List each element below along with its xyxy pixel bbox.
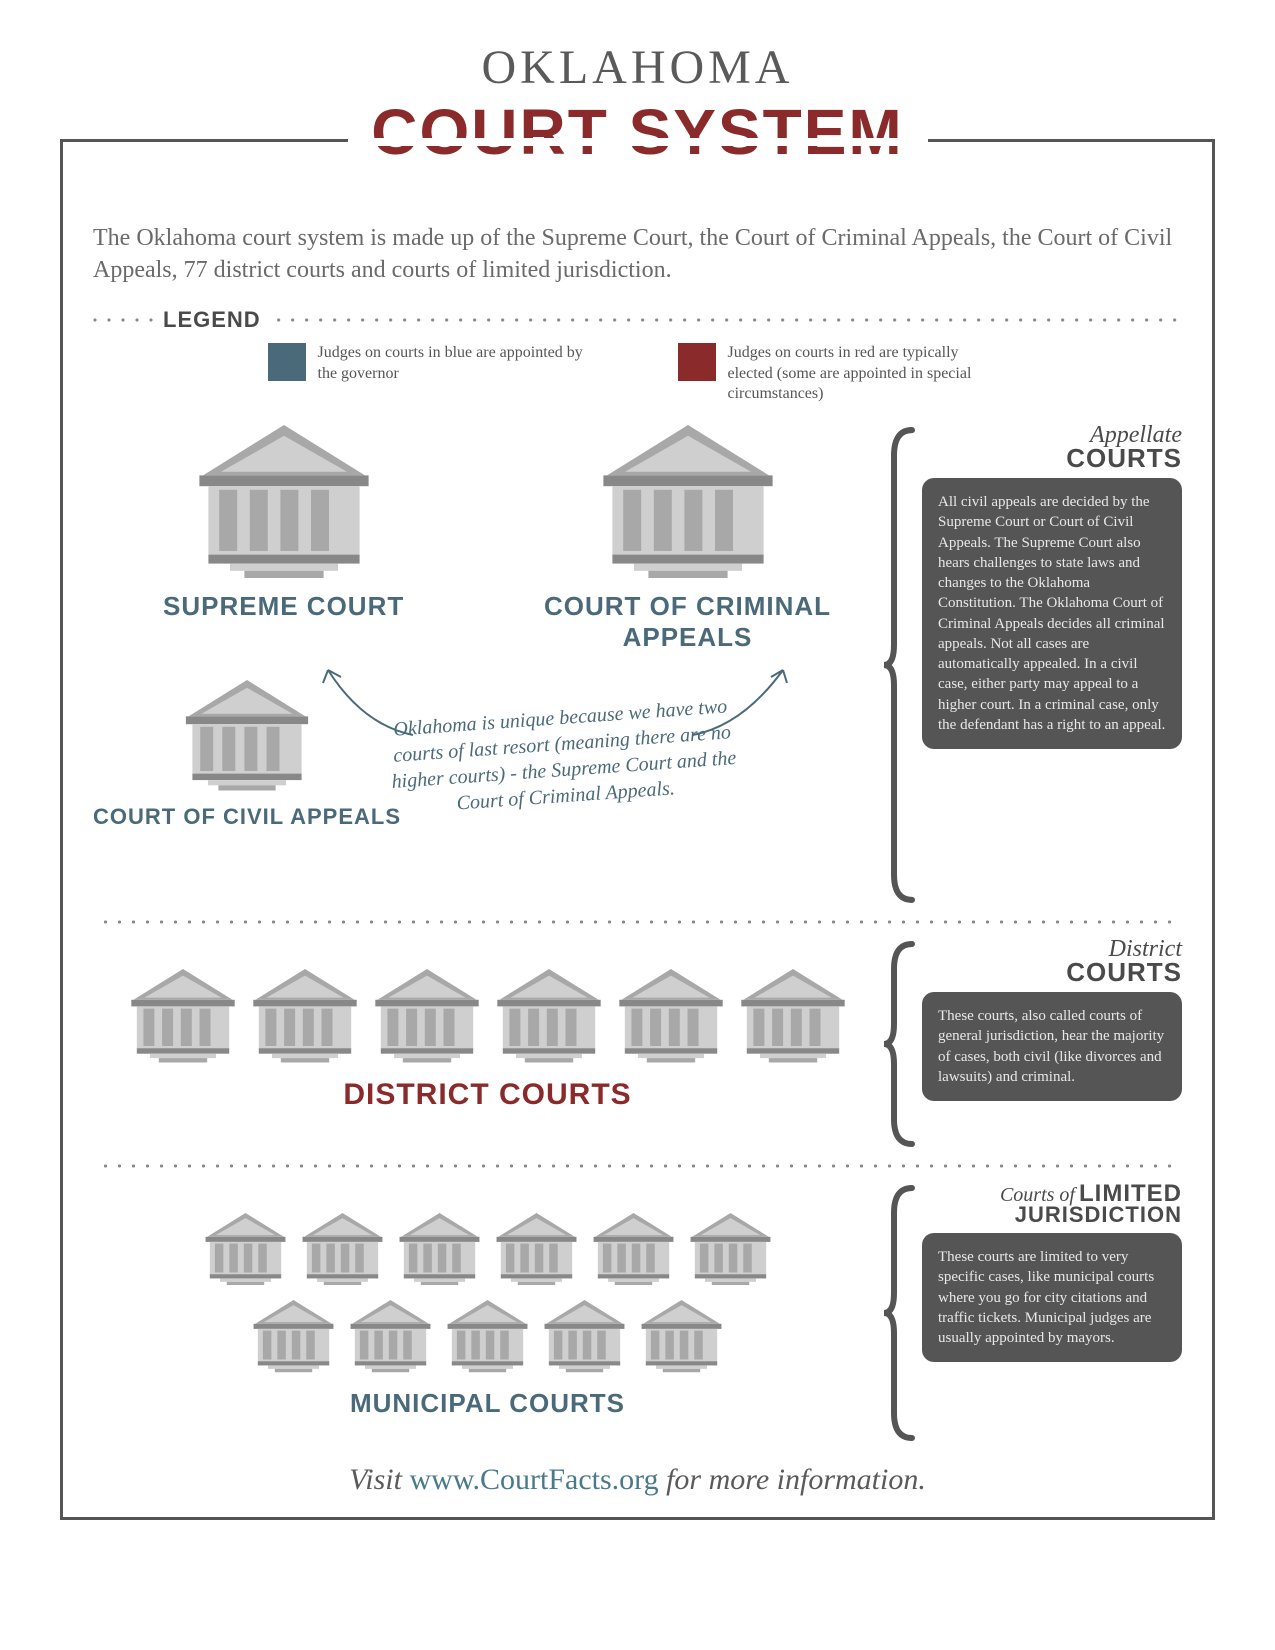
courthouse-icon [182, 680, 312, 791]
courthouse-icon [251, 1300, 336, 1372]
courthouse-icon [494, 1213, 579, 1285]
courthouse-icon [616, 969, 726, 1063]
courthouse-icon [445, 1300, 530, 1372]
courthouse-icon [688, 1213, 773, 1285]
title-line1: OKLAHOMA [60, 40, 1215, 95]
district-info-body: These courts, also called courts of gene… [922, 992, 1182, 1101]
municipal-label: MUNICIPAL COURTS [93, 1388, 882, 1419]
courthouse-icon [494, 969, 604, 1063]
legend-text: Judges on courts in red are typically el… [728, 343, 1008, 405]
civil-appeals-label: COURT OF CIVIL APPEALS [93, 804, 401, 830]
legend-item: Judges on courts in blue are appointed b… [268, 343, 598, 405]
divider [93, 920, 1182, 924]
divider [93, 1164, 1182, 1168]
civil-appeals: COURT OF CIVIL APPEALS [93, 680, 401, 830]
criminal-appeals: COURT OF CRIMINAL APPEALS [493, 425, 882, 653]
courthouse-icon [598, 425, 778, 578]
district-label: DISTRICT COURTS [93, 1078, 882, 1112]
legend-header: LEGEND [93, 307, 1182, 333]
footer-url: www.CourtFacts.org [409, 1463, 658, 1496]
main-frame: The Oklahoma court system is made up of … [60, 139, 1215, 1520]
courthouse-icon [639, 1300, 724, 1372]
limited-info-body: These courts are limited to very specifi… [922, 1233, 1182, 1362]
municipal-section: MUNICIPAL COURTS Courts of LIMITED JURIS… [93, 1183, 1182, 1443]
courthouse-icon [738, 969, 848, 1063]
supreme-court-label: SUPREME COURT [163, 591, 404, 622]
appellate-section: SUPREME COURT COURT OF CRIMINAL APPEALS [93, 425, 1182, 905]
brace-icon [882, 425, 922, 905]
brace-icon [882, 939, 922, 1149]
district-info-title: District COURTS [922, 939, 1182, 984]
district-section: DISTRICT COURTS District COURTS These co… [93, 939, 1182, 1149]
courthouse-icon [372, 969, 482, 1063]
supreme-court: SUPREME COURT [163, 425, 404, 622]
appellate-info-title: Appellate COURTS [922, 425, 1182, 470]
legend-swatch [268, 343, 306, 381]
courthouse-icon [203, 1213, 288, 1285]
legend-swatch [678, 343, 716, 381]
intro-text: The Oklahoma court system is made up of … [93, 222, 1182, 287]
criminal-appeals-label: COURT OF CRIMINAL APPEALS [493, 591, 882, 653]
courthouse-icon [194, 425, 374, 578]
courthouse-icon [591, 1213, 676, 1285]
legend-item: Judges on courts in red are typically el… [678, 343, 1008, 405]
limited-info-title: Courts of LIMITED JURISDICTION [922, 1183, 1182, 1225]
footer: Visit www.CourtFacts.org for more inform… [93, 1463, 1182, 1497]
courthouse-icon [542, 1300, 627, 1372]
courthouse-icon [250, 969, 360, 1063]
courthouse-icon [348, 1300, 433, 1372]
legend-items: Judges on courts in blue are appointed b… [93, 343, 1182, 405]
brace-icon [882, 1183, 922, 1443]
legend-text: Judges on courts in blue are appointed b… [318, 343, 598, 385]
courthouse-icon [397, 1213, 482, 1285]
unique-note: Oklahoma is unique because we have two c… [370, 692, 756, 822]
courthouse-icon [300, 1213, 385, 1285]
courthouse-icon [128, 969, 238, 1063]
appellate-info-body: All civil appeals are decided by the Sup… [922, 478, 1182, 749]
legend-label: LEGEND [163, 307, 261, 333]
